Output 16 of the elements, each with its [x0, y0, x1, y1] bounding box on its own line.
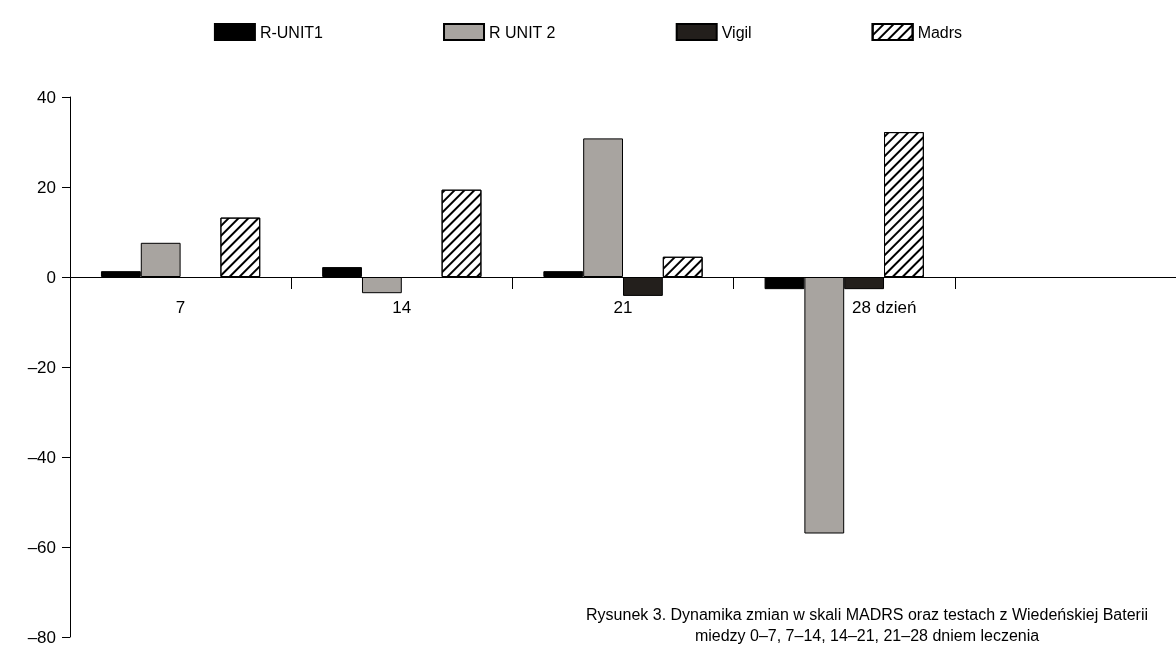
legend-label: R UNIT 2 — [489, 23, 556, 41]
y-tick-label: –80 — [27, 627, 56, 647]
y-tick-label: –60 — [27, 537, 56, 557]
y-tick-label: 40 — [37, 87, 56, 107]
x-tick-label: 7 — [175, 298, 186, 317]
x-tick-label: 21 — [613, 298, 633, 317]
legend-label: Vigil — [721, 23, 752, 41]
y-tick-label: 0 — [46, 267, 56, 287]
x-tick-label: 28 dzień — [852, 298, 917, 317]
x-tick-label: 14 — [392, 298, 412, 317]
legend-label: R-UNIT1 — [259, 23, 324, 41]
y-tick-label: –40 — [27, 447, 56, 467]
legend-label: Madrs — [917, 23, 963, 41]
y-tick-label: 20 — [37, 177, 56, 197]
y-tick-label: –20 — [27, 357, 56, 377]
annotation: Rysunek 3. Dynamika zmian w skali MADRS oraz testach z Wiedeńskiej Baterii miedzy 0–7, 7–14, 14–21, 21–28 dniem leczenia — [586, 606, 1148, 644]
